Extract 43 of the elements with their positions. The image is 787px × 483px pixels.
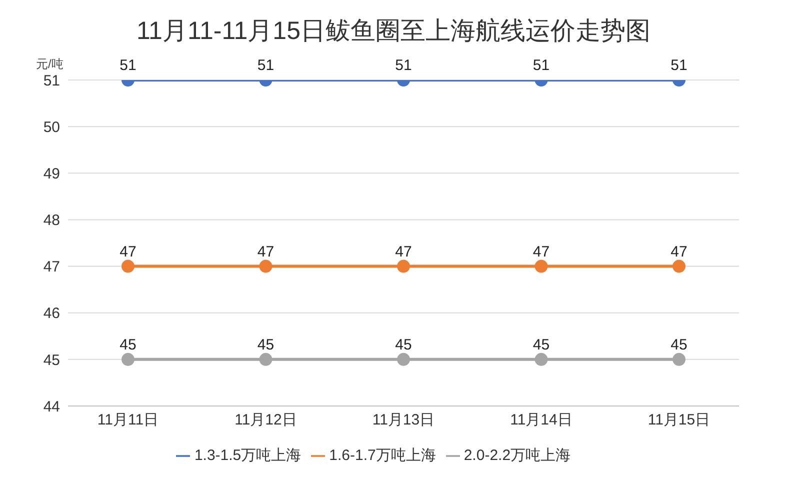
- data-label: 45: [257, 336, 274, 354]
- legend-label: 2.0-2.2万吨上海: [464, 447, 571, 464]
- point: [122, 352, 134, 366]
- data-label: 51: [257, 57, 274, 74]
- y-axis-title: 元/吨: [36, 56, 64, 73]
- legend-label: 1.6-1.7万吨上海: [329, 447, 436, 464]
- x-tick-label: 11月12日: [234, 412, 297, 429]
- y-tick-label: 49: [43, 165, 60, 182]
- point: [534, 352, 548, 366]
- point: [672, 352, 686, 366]
- y-tick-label: 46: [43, 305, 60, 322]
- data-label: 45: [532, 336, 550, 354]
- data-label: 47: [532, 243, 550, 260]
- data-label: 51: [120, 57, 136, 74]
- point: [259, 260, 272, 273]
- point: [534, 260, 548, 273]
- point: [259, 352, 272, 366]
- data-label: 47: [120, 243, 136, 260]
- y-tick-label: 50: [43, 118, 60, 136]
- data-label: 45: [395, 336, 412, 354]
- x-tick-label: 11月15日: [648, 412, 710, 429]
- data-label: 47: [257, 243, 274, 260]
- x-tick-label: 11月11日: [97, 412, 159, 429]
- point: [672, 260, 686, 273]
- point: [397, 260, 410, 273]
- data-label: 45: [120, 336, 136, 354]
- y-tick-label: 47: [43, 258, 60, 276]
- y-tick-label: 48: [43, 212, 60, 230]
- data-label: 47: [670, 243, 688, 260]
- y-tick-label: 44: [43, 398, 60, 416]
- x-tick-label: 11月14日: [510, 412, 572, 429]
- y-tick-label: 45: [43, 352, 60, 369]
- y-tick-label: 51: [43, 72, 60, 90]
- point: [397, 352, 410, 366]
- chart-title: 11月11-11月15日鲅鱼圈至上海航线运价走势图: [136, 16, 652, 47]
- data-label: 45: [670, 336, 688, 354]
- x-tick-label: 11月13日: [372, 412, 435, 429]
- point: [122, 260, 134, 273]
- legend-label: 1.3-1.5万吨上海: [194, 447, 302, 464]
- data-label: 51: [395, 57, 412, 74]
- data-label: 47: [395, 243, 412, 260]
- data-label: 51: [532, 57, 550, 74]
- data-label: 51: [670, 57, 688, 74]
